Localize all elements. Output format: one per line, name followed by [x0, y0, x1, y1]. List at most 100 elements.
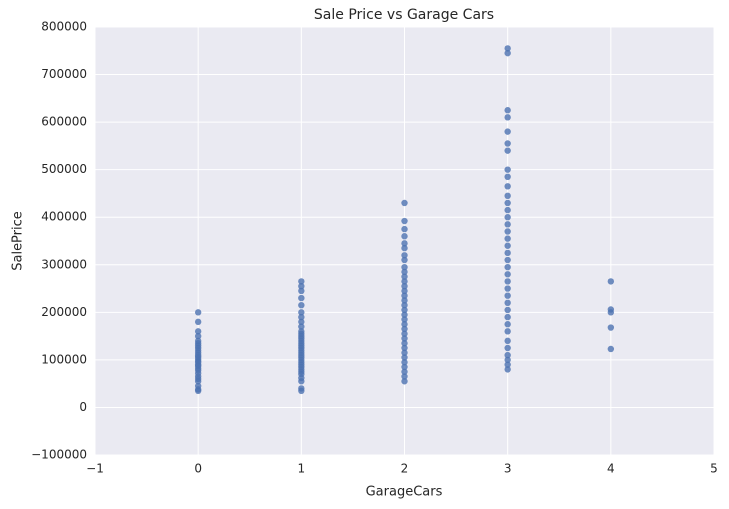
y-tick-label: 0 — [79, 400, 87, 414]
point — [401, 282, 408, 290]
point — [607, 345, 615, 353]
point — [504, 140, 511, 147]
point — [401, 217, 408, 225]
point — [401, 344, 408, 352]
point — [504, 263, 511, 271]
point — [298, 385, 305, 392]
point — [607, 278, 615, 285]
point — [504, 351, 511, 359]
point — [401, 297, 408, 304]
point — [401, 349, 408, 356]
point — [504, 356, 511, 364]
point — [298, 323, 305, 330]
point — [194, 328, 202, 335]
x-tick-label: 1 — [298, 462, 306, 476]
point — [504, 147, 511, 154]
point — [607, 324, 615, 331]
point — [401, 273, 408, 280]
point — [504, 292, 511, 299]
point — [298, 309, 305, 316]
chart-title: Sale Price vs Garage Cars — [314, 7, 494, 23]
point — [298, 313, 305, 321]
x-tick-label: 4 — [607, 462, 615, 476]
x-tick-label: 5 — [710, 462, 718, 476]
point — [504, 199, 511, 207]
point — [504, 114, 511, 121]
point — [504, 49, 511, 57]
point — [504, 249, 511, 257]
point — [298, 302, 305, 309]
point — [504, 183, 511, 190]
point — [504, 278, 511, 285]
point — [504, 328, 511, 335]
point — [298, 278, 305, 285]
point — [298, 328, 305, 335]
point — [401, 325, 408, 333]
point — [194, 309, 202, 316]
point — [401, 225, 408, 233]
point — [401, 368, 408, 375]
point — [504, 306, 511, 314]
y-tick-label: 200000 — [41, 305, 87, 319]
x-tick-label: 2 — [401, 462, 409, 476]
point — [401, 330, 408, 337]
point — [504, 235, 511, 242]
point — [504, 313, 511, 321]
point — [401, 263, 408, 271]
point — [401, 306, 408, 314]
x-tick-label: 3 — [504, 462, 512, 476]
point — [504, 299, 511, 307]
point — [401, 256, 408, 264]
point — [401, 252, 408, 259]
point — [504, 166, 511, 173]
point — [401, 335, 408, 342]
point — [401, 316, 408, 323]
y-tick-label: 600000 — [41, 115, 87, 129]
point — [298, 287, 305, 295]
point — [298, 318, 305, 326]
y-tick-label: −100000 — [31, 448, 87, 462]
point — [401, 233, 408, 240]
x-tick-label: 0 — [194, 462, 202, 476]
point — [504, 285, 511, 292]
point — [401, 268, 408, 276]
point — [401, 340, 408, 347]
point — [401, 278, 408, 285]
point — [504, 242, 511, 249]
point — [401, 359, 408, 366]
point — [607, 306, 615, 313]
point — [504, 321, 511, 328]
point — [401, 321, 408, 328]
point — [504, 173, 511, 180]
x-axis-label: GarageCars — [366, 485, 443, 500]
point — [504, 361, 511, 368]
point — [298, 282, 305, 290]
point — [504, 337, 511, 345]
point — [504, 214, 511, 221]
point — [401, 292, 408, 299]
point — [401, 199, 408, 207]
point — [194, 332, 202, 340]
point — [504, 206, 511, 214]
point — [504, 128, 511, 135]
point — [401, 378, 408, 385]
point — [504, 271, 511, 278]
point — [504, 366, 511, 373]
point — [504, 228, 511, 235]
y-tick-label: 300000 — [41, 257, 87, 271]
point — [401, 287, 408, 295]
y-tick-label: 700000 — [41, 67, 87, 81]
y-tick-label: 400000 — [41, 210, 87, 224]
point — [401, 373, 408, 380]
point — [194, 382, 202, 390]
point — [194, 318, 202, 326]
point — [298, 294, 305, 302]
point — [504, 344, 511, 352]
point — [401, 302, 408, 309]
point — [401, 363, 408, 371]
point — [504, 45, 511, 52]
y-tick-label: 500000 — [41, 162, 87, 176]
point — [401, 311, 408, 318]
